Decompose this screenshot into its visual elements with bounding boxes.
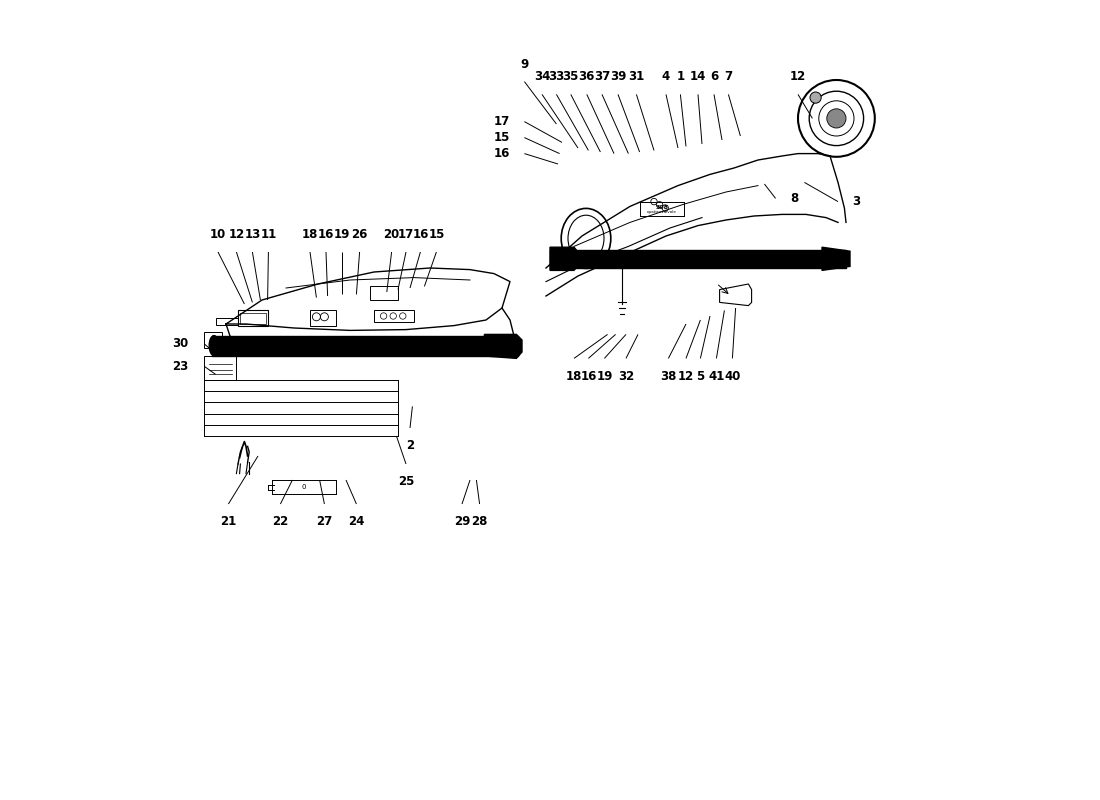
Polygon shape xyxy=(484,334,522,358)
Text: 6: 6 xyxy=(710,70,718,83)
Text: 12: 12 xyxy=(790,70,806,83)
Text: 10: 10 xyxy=(210,228,227,241)
Text: 0: 0 xyxy=(301,484,306,490)
Text: 12: 12 xyxy=(678,370,694,382)
Text: 5: 5 xyxy=(696,370,704,382)
Text: 17: 17 xyxy=(494,115,510,128)
Text: 20: 20 xyxy=(384,228,399,241)
Text: 40: 40 xyxy=(724,370,740,382)
Text: 35: 35 xyxy=(562,70,579,83)
Polygon shape xyxy=(822,247,850,270)
Circle shape xyxy=(657,202,663,208)
Text: 18: 18 xyxy=(301,228,318,241)
Text: 308: 308 xyxy=(656,205,669,210)
Polygon shape xyxy=(550,247,578,270)
Text: 33: 33 xyxy=(548,70,564,83)
Text: 7: 7 xyxy=(724,70,733,83)
Text: 34: 34 xyxy=(534,70,550,83)
Text: 16: 16 xyxy=(412,228,429,241)
Circle shape xyxy=(810,92,822,103)
Text: 28: 28 xyxy=(472,515,487,528)
Text: 9: 9 xyxy=(520,58,528,70)
Text: quattrovalvole: quattrovalvole xyxy=(647,210,676,214)
Text: 18: 18 xyxy=(565,370,582,382)
Text: 37: 37 xyxy=(594,70,610,83)
Text: 27: 27 xyxy=(317,515,332,528)
Text: 16: 16 xyxy=(494,147,510,160)
Text: 16: 16 xyxy=(580,370,596,382)
Text: 1: 1 xyxy=(676,70,684,83)
Text: 19: 19 xyxy=(333,228,350,241)
Circle shape xyxy=(662,205,669,211)
Text: 11: 11 xyxy=(261,228,276,241)
Text: 12: 12 xyxy=(229,228,244,241)
Text: 30: 30 xyxy=(172,338,188,350)
Text: 3: 3 xyxy=(852,195,860,208)
Text: 41: 41 xyxy=(708,370,725,382)
Text: 23: 23 xyxy=(172,360,188,373)
Text: 25: 25 xyxy=(398,475,415,488)
Text: 26: 26 xyxy=(351,228,367,241)
Text: 14: 14 xyxy=(690,70,706,83)
Circle shape xyxy=(651,198,657,205)
Text: 24: 24 xyxy=(349,515,364,528)
Text: 38: 38 xyxy=(660,370,676,382)
Text: 39: 39 xyxy=(609,70,626,83)
Text: 13: 13 xyxy=(244,228,261,241)
Text: 29: 29 xyxy=(454,515,470,528)
Text: 36: 36 xyxy=(579,70,595,83)
Text: 19: 19 xyxy=(596,370,613,382)
Text: 21: 21 xyxy=(220,515,236,528)
Text: 32: 32 xyxy=(618,370,634,382)
Text: 15: 15 xyxy=(428,228,444,241)
Ellipse shape xyxy=(209,336,219,355)
Text: 17: 17 xyxy=(398,228,414,241)
Text: 8: 8 xyxy=(790,192,799,205)
Text: 15: 15 xyxy=(494,131,510,144)
Text: 22: 22 xyxy=(273,515,288,528)
Circle shape xyxy=(827,109,846,128)
Text: 4: 4 xyxy=(662,70,670,83)
Text: 2: 2 xyxy=(406,439,414,452)
Text: 31: 31 xyxy=(628,70,645,83)
Text: 16: 16 xyxy=(318,228,334,241)
